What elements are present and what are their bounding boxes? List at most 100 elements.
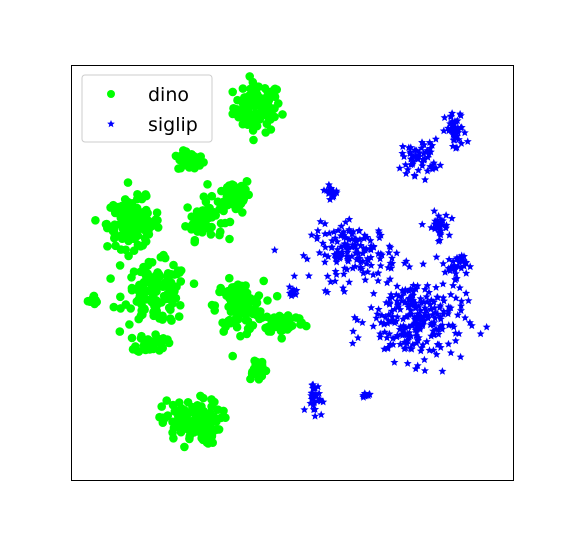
dino-point [202, 198, 211, 207]
dino-point [204, 430, 213, 439]
dino-point [210, 306, 219, 315]
dino-point [177, 415, 186, 424]
dino-point [168, 418, 177, 427]
dino-point [195, 427, 204, 436]
dino-point [234, 113, 243, 122]
dino-point [124, 252, 133, 261]
dino-point [178, 156, 187, 165]
dino-point [225, 235, 234, 244]
dino-point [172, 294, 181, 303]
dino-point [255, 291, 264, 300]
legend-label-siglip: siglip [148, 114, 198, 136]
dino-point [263, 87, 272, 96]
dino-point [190, 238, 199, 247]
legend-label-dino: dino [148, 84, 189, 106]
dino-point [233, 323, 242, 332]
dino-point [103, 242, 112, 251]
dino-point [239, 84, 248, 93]
dino-point [164, 269, 173, 278]
dino-point [242, 316, 251, 325]
dino-point [111, 242, 120, 251]
dino-point [263, 120, 272, 129]
dino-point [273, 292, 282, 301]
legend-marker-dino [107, 90, 115, 98]
legend: dino siglip [82, 75, 212, 142]
dino-point [130, 285, 139, 294]
dino-point [284, 323, 293, 332]
dino-point [226, 218, 235, 227]
dino-point [219, 198, 228, 207]
dino-point [267, 327, 276, 336]
dino-point [207, 395, 216, 404]
dino-point [131, 206, 140, 215]
dino-point [251, 360, 260, 369]
dino-point [253, 299, 262, 308]
dino-point [224, 317, 233, 326]
dino-point [139, 335, 148, 344]
dino-point [142, 295, 151, 304]
dino-point [147, 341, 156, 350]
dino-point [190, 279, 199, 288]
dino-point [127, 273, 136, 282]
dino-point [199, 394, 208, 403]
dino-point [125, 320, 134, 329]
dino-point [198, 206, 207, 215]
dino-point [194, 406, 203, 415]
dino-point [258, 367, 267, 376]
dino-point [184, 424, 193, 433]
dino-point [261, 128, 270, 137]
dino-point [271, 85, 280, 94]
dino-point [277, 334, 286, 343]
dino-point [146, 278, 155, 287]
dino-point [140, 305, 149, 314]
dino-point [203, 180, 212, 189]
dino-point [109, 227, 118, 236]
dino-point [84, 297, 93, 306]
dino-point [201, 420, 210, 429]
dino-point [256, 307, 265, 316]
dino-point [144, 217, 153, 226]
dino-point [217, 219, 226, 228]
dino-point [184, 398, 193, 407]
dino-point [163, 290, 172, 299]
dino-point [133, 346, 142, 355]
dino-point [183, 203, 192, 212]
dino-point [155, 413, 164, 422]
dino-point [166, 305, 175, 314]
dino-point [185, 409, 194, 418]
dino-point [238, 299, 247, 308]
dino-point [264, 102, 273, 111]
dino-point [191, 219, 200, 228]
dino-point [140, 287, 149, 296]
dino-point [116, 327, 125, 336]
dino-point [118, 206, 127, 215]
dino-point [259, 277, 268, 286]
dino-point [248, 119, 257, 128]
dino-point [244, 93, 253, 102]
dino-point [180, 443, 189, 452]
dino-point [157, 402, 166, 411]
dino-point [91, 216, 100, 225]
dino-point [271, 93, 280, 102]
dino-point [163, 335, 172, 344]
dino-point [134, 296, 143, 305]
dino-point [215, 231, 224, 240]
dino-point [122, 300, 131, 309]
dino-point [228, 88, 237, 97]
dino-point [154, 335, 163, 344]
dino-point [176, 301, 185, 310]
dino-point [172, 282, 181, 291]
dino-point [149, 308, 158, 317]
dino-point [153, 208, 162, 217]
dino-point [222, 291, 231, 300]
dino-point [278, 110, 287, 119]
dino-point [232, 314, 241, 323]
dino-point [161, 254, 170, 263]
dino-point [167, 316, 176, 325]
dino-point [169, 261, 178, 270]
dino-point [116, 261, 125, 270]
dino-point [157, 298, 166, 307]
dino-point [240, 105, 249, 114]
